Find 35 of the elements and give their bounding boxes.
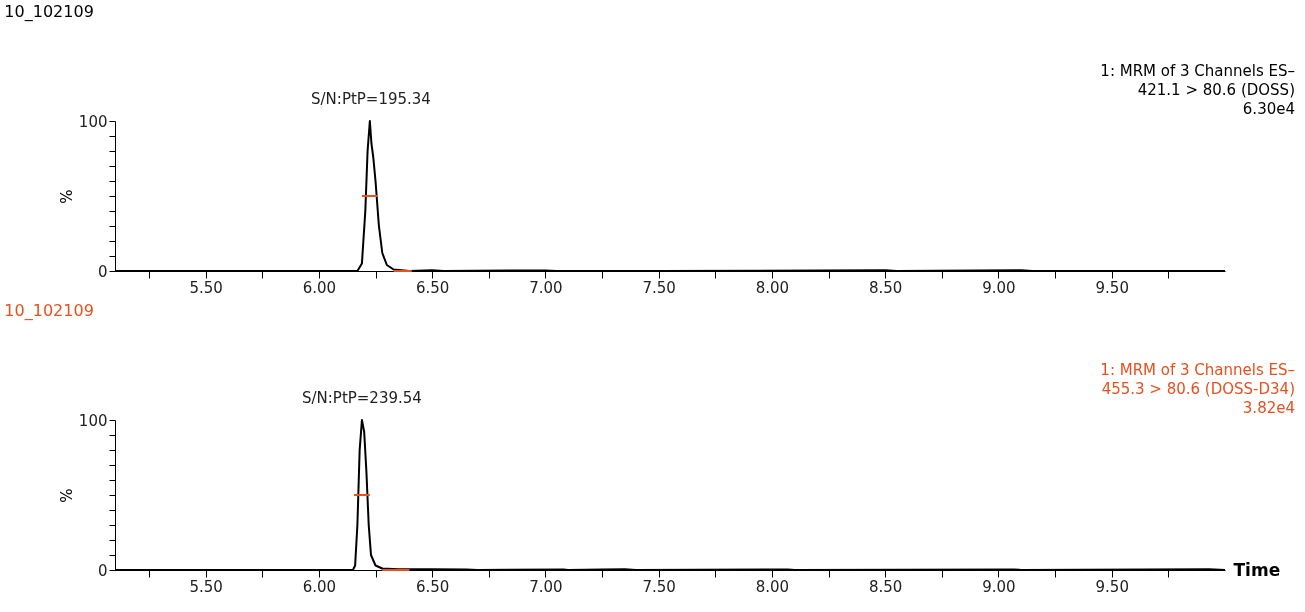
x-tick-label: 6.50 [415,278,450,297]
text: 1: MRM of 3 Channels ES– [1100,62,1295,80]
y-tick-label: 0 [97,561,108,580]
x-tick-label: 6.50 [415,577,450,596]
x-tick-label: 9.00 [982,278,1016,297]
x-tick-label: 5.50 [189,278,223,297]
x-tick-label: 9.50 [1095,278,1129,297]
x-tick-label: 7.50 [642,577,676,596]
text: 3.82e4 [1242,399,1295,417]
x-tick-label: 6.00 [302,577,337,596]
text: 6.30e4 [1242,100,1295,118]
x-tick-label: 7.00 [529,577,563,596]
x-tick-label: 6.00 [302,278,337,297]
y-tick-label: 0 [97,262,108,281]
chart-title: 10_102109 [4,2,94,22]
x-tick-label: 9.00 [982,577,1016,596]
y-tick-label: 100 [78,112,108,131]
x-tick-label: 5.50 [189,577,223,596]
x-tick-label: 8.00 [755,577,790,596]
x-tick-label: 7.00 [529,278,563,297]
x-tick-label: 9.50 [1095,577,1129,596]
y-tick-label: 100 [78,411,108,430]
text: 421.1 > 80.6 (DOSS) [1137,81,1295,99]
x-axis-title: Time [1233,559,1281,580]
text: 455.3 > 80.6 (DOSS-D34) [1101,380,1295,398]
x-tick-label: 8.00 [755,278,790,297]
annotation: S/N:PtP=195.34 [311,90,431,108]
chart-title: 10_102109 [4,301,94,321]
text: 1: MRM of 3 Channels ES– [1100,361,1295,379]
x-tick-label: 8.50 [869,278,903,297]
x-tick-label: 7.50 [642,278,676,297]
x-tick-label: 8.50 [869,577,903,596]
y-axis-title: % [57,189,76,204]
annotation: S/N:PtP=239.54 [301,389,422,407]
y-axis-title: % [57,488,76,503]
